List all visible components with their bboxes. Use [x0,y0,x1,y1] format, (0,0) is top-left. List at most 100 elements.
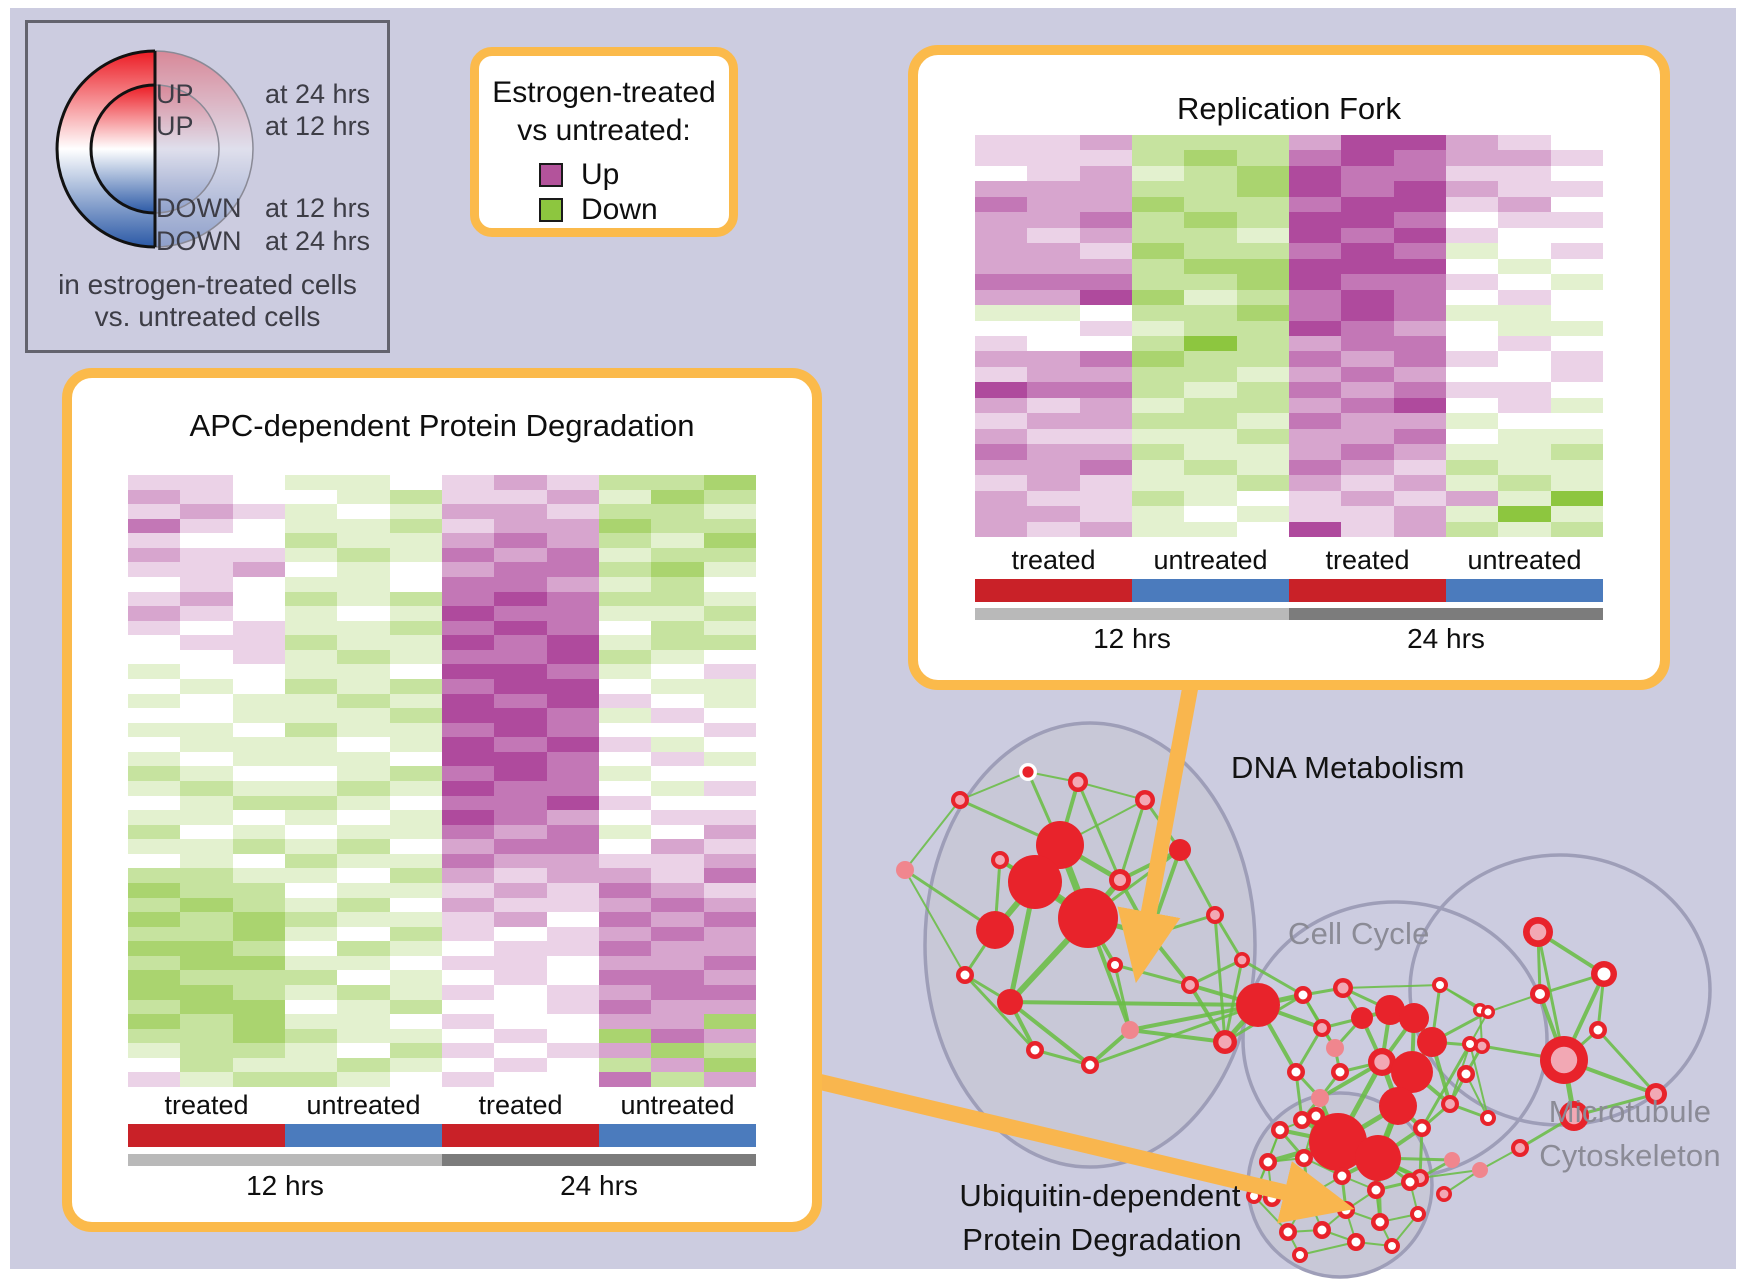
network-node-pink [1477,1041,1487,1051]
heatmap-cell [1079,150,1132,166]
network-node-ring [1291,1067,1301,1077]
heatmap-cell [284,722,338,738]
heatmap-cell [1445,382,1499,398]
heatmap-cell [651,824,704,840]
heatmap-cell [441,941,495,956]
ring-legend-footer-line2: vs. untreated cells [94,301,321,332]
heatmap-cell [180,839,233,854]
heatmap-cell [1393,413,1446,429]
24hrs-span-bar [1289,608,1603,620]
heatmap-cell [494,882,547,898]
heatmap-cell [1445,413,1499,429]
heatmap-cell [703,882,756,898]
heatmap-cell [598,941,652,956]
network-node-pink [1445,1099,1455,1109]
heatmap-cell [1079,305,1132,321]
heatmap-cell [703,839,756,854]
heatmap-cell [703,475,756,490]
down-color-swatch [539,198,563,222]
heatmap-cell [598,824,652,840]
direction-label: UP [156,111,194,141]
network-node-pale [1444,1152,1460,1168]
heatmap-cell [389,810,442,825]
heatmap-cell [1184,212,1237,228]
network-node-pink [1139,794,1151,806]
network-node-ring [1335,1067,1345,1077]
heatmap-cell [232,897,285,913]
heatmap-cell [703,984,756,1000]
heatmap-cell [441,984,495,1000]
heatmap-cell [1131,135,1185,151]
heatmap-cell [232,853,285,869]
heatmap-cell [128,999,181,1015]
heatmap-cell [284,708,338,723]
heatmap-cell [1027,181,1080,197]
24hrs-span-bar [442,1154,756,1166]
heatmap-cell [1288,181,1342,197]
heatmap-cell [1027,212,1080,228]
heatmap-cell [1341,274,1394,290]
heatmap-cell [389,984,442,1000]
heatmap-cell [1498,227,1551,244]
heatmap-cell [1550,212,1603,228]
heatmap-cell [1236,243,1289,259]
heatmap-cell [1341,181,1394,197]
heatmap-cell [598,606,652,621]
network-node-ring [1111,961,1119,969]
heatmap-cell [284,562,338,577]
heatmap-cell [1236,181,1289,197]
heatmap-cell [546,1057,599,1073]
heatmap-cell [441,824,495,840]
heatmap-cell [598,475,652,490]
heatmap-cell [1550,243,1603,259]
heatmap-cell [337,897,390,913]
heatmap-cell [1393,274,1446,290]
ring-legend-diagram [55,49,254,249]
ring-legend-row: UP at 12 hrs [28,111,387,143]
heatmap-cell [546,504,599,519]
heatmap-cell [232,999,285,1015]
heatmap-cell [389,912,442,927]
heatmap-cell [598,1014,652,1029]
heatmap-cell [651,912,704,927]
heatmap-cell [232,693,285,709]
heatmap-cell [441,649,495,665]
arrow-replication-fork-to-dna-metabolism [1117,676,1200,984]
heatmap-cell [180,912,233,927]
heatmap-cell [284,926,338,942]
network-edge [1033,1048,1092,1067]
heatmap-cell [389,941,442,956]
network-node-ring [1388,1242,1396,1250]
heatmap-cell [389,737,442,752]
heatmap-cell [441,708,495,723]
heatmap-cell [1184,428,1237,445]
heatmap-cell [1550,444,1603,460]
heatmap-cell [1131,366,1185,383]
heatmap-cell [1131,490,1185,507]
group-label-treated: treated [164,1090,249,1120]
heatmap-cell [337,882,390,898]
heatmap-cell [441,853,495,869]
network-node-pink [1439,1189,1449,1199]
apc-heatmap-panel: APC-dependent Protein Degradation treate… [62,368,822,1232]
network-node-solid [1379,1087,1417,1125]
heatmap-cell [337,518,390,534]
network-node-pink [1218,1035,1232,1049]
network-node-pink [1210,910,1220,920]
heatmap-cell [651,882,704,898]
heatmap-cell [180,678,233,694]
heatmap-cell [1341,428,1394,445]
heatmap-cell [1550,227,1603,244]
heatmap-cell [1445,181,1499,197]
heatmap-cell [1498,274,1551,290]
heatmap-cell [180,649,233,665]
heatmap-cell [598,518,652,534]
heatmap-cell [284,853,338,869]
heatmap-cell [1236,366,1289,383]
heatmap-cell [1550,258,1603,275]
heatmap-cell [546,489,599,505]
heatmap-cell [494,926,547,942]
heatmap-cell [1288,258,1342,275]
heatmap-cell [441,1028,495,1044]
heatmap-cell [1079,135,1132,151]
